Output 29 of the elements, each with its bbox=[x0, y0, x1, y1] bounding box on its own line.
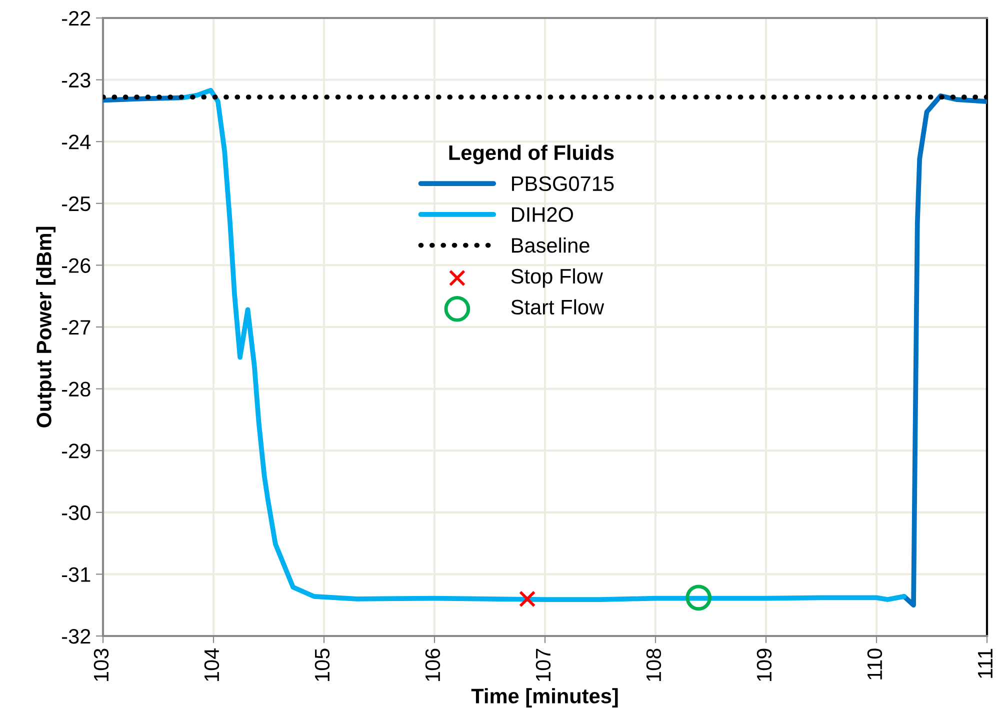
y-tick-label: -31 bbox=[62, 567, 90, 582]
legend-title: Legend of Fluids bbox=[449, 144, 614, 164]
y-tick-label: -23 bbox=[62, 72, 90, 88]
y-tick-label: -26 bbox=[62, 258, 90, 273]
y-tick-label: -28 bbox=[62, 382, 90, 397]
y-tick-label: -24 bbox=[62, 134, 91, 150]
x-tick-label: 109 bbox=[756, 648, 772, 681]
x-tick-label: 110 bbox=[867, 648, 882, 680]
legend-label: PBSG0715 bbox=[512, 176, 614, 192]
y-tick-label: -27 bbox=[62, 320, 90, 335]
y-tick-label: -30 bbox=[62, 505, 90, 520]
legend-label: Stop Flow bbox=[511, 268, 603, 288]
x-axis-title: Time [minutes] bbox=[471, 688, 618, 708]
x-tick-label: 107 bbox=[536, 648, 551, 681]
x-tick-label: 106 bbox=[425, 648, 440, 681]
y-tick-label: -22 bbox=[62, 11, 90, 26]
x-tick-label: 104 bbox=[204, 648, 220, 681]
legend-label: Start Flow bbox=[511, 299, 604, 315]
legend-label: Baseline bbox=[512, 237, 590, 253]
y-tick-label: -32 bbox=[62, 629, 90, 644]
x-tick-label: 108 bbox=[646, 648, 662, 681]
x-tick-label: 111 bbox=[978, 648, 992, 678]
y-tick-label: -29 bbox=[62, 444, 90, 458]
legend-label: DIH2O bbox=[512, 207, 573, 222]
x-tick-label: 103 bbox=[94, 648, 109, 681]
line-series bbox=[180, 88, 907, 602]
y-axis-title: Output Power [dBm] bbox=[36, 226, 56, 428]
x-tick-label: 105 bbox=[314, 648, 330, 681]
y-tick-label: -25 bbox=[62, 196, 90, 212]
